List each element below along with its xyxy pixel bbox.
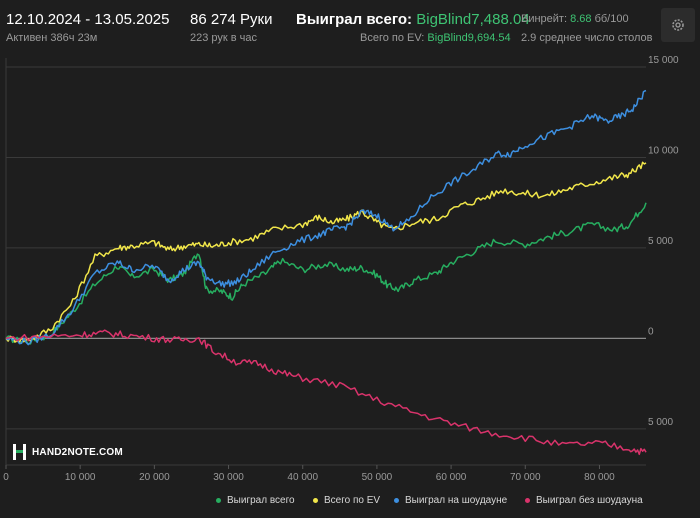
- y-tick-label: 0: [648, 326, 654, 337]
- legend: Выиграл всего Всего по EV Выиграл на шоуда…: [0, 495, 700, 511]
- x-tick-label: 60 000: [436, 472, 467, 483]
- legend-item[interactable]: Выиграл всего: [216, 495, 295, 506]
- x-tick-label: 10 000: [65, 472, 96, 483]
- series-line: [5, 89, 647, 346]
- winrate-label: Винрейт:: [521, 13, 571, 25]
- ev-total: Всего по EV: BigBlind9,694.54: [360, 32, 511, 44]
- series-line: [5, 329, 647, 456]
- active-time: Активен 386ч 23м: [6, 32, 98, 44]
- winrate: Винрейт: 8.68 бб/100: [521, 13, 629, 25]
- gear-icon: [672, 19, 684, 31]
- logo-text: HAND2NOTE.COM: [32, 446, 123, 458]
- grid-lines: [5, 58, 646, 466]
- x-tick-label: 70 000: [510, 472, 541, 483]
- y-axis-ticks: 5 000 0 5 000 10 000 15 000: [648, 55, 679, 428]
- series-lines: [5, 89, 647, 456]
- legend-dot: [313, 498, 318, 503]
- settings-button[interactable]: [661, 8, 695, 42]
- legend-item[interactable]: Выиграл без шоудауна: [525, 495, 643, 506]
- hands-rate: 223 рук в час: [190, 32, 258, 44]
- ev-value: BigBlind9,694.54: [427, 32, 511, 44]
- hand2note-logo-icon: [13, 444, 26, 460]
- legend-item[interactable]: Всего по EV: [313, 495, 380, 506]
- won-total: Выиграл всего: BigBlind7,488.04: [296, 11, 530, 28]
- x-axis-ticks: 0 10 000 20 000 30 000 40 000 50 000 60 000 70 …: [3, 465, 615, 483]
- x-tick-label: 30 000: [213, 472, 244, 483]
- x-tick-label: 80 000: [584, 472, 615, 483]
- hands-count: 86 274 Руки: [190, 11, 273, 28]
- legend-label: Выиграл всего: [227, 495, 295, 506]
- legend-label: Всего по EV: [324, 495, 381, 506]
- winrate-unit: бб/100: [591, 13, 629, 25]
- hand2note-logo: HAND2NOTE.COM: [12, 443, 123, 461]
- date-range: 12.10.2024 - 13.05.2025: [6, 11, 170, 28]
- x-tick-label: 40 000: [287, 472, 318, 483]
- won-value: BigBlind7,488.04: [416, 11, 530, 28]
- legend-label: Выиграл без шоудауна: [536, 495, 643, 506]
- legend-label: Выиграл на шоудауне: [405, 495, 508, 506]
- x-tick-label: 0: [3, 472, 9, 483]
- ev-label: Всего по EV:: [360, 32, 428, 44]
- legend-item[interactable]: Выиграл на шоудауне: [394, 495, 507, 506]
- y-tick-label: 5 000: [648, 236, 673, 247]
- won-label: Выиграл всего:: [296, 11, 417, 28]
- winrate-value: 8.68: [570, 13, 592, 25]
- legend-dot: [394, 498, 399, 503]
- y-tick-label: 10 000: [648, 145, 679, 156]
- x-tick-label: 50 000: [362, 472, 393, 483]
- legend-dot: [216, 498, 221, 503]
- legend-dot: [525, 498, 530, 503]
- y-tick-label: 5 000: [648, 417, 673, 428]
- x-tick-label: 20 000: [139, 472, 170, 483]
- series-line: [5, 161, 647, 343]
- series-line: [5, 202, 647, 345]
- y-tick-label: 15 000: [648, 55, 679, 66]
- avg-tables: 2.9 среднее число столов: [521, 32, 653, 44]
